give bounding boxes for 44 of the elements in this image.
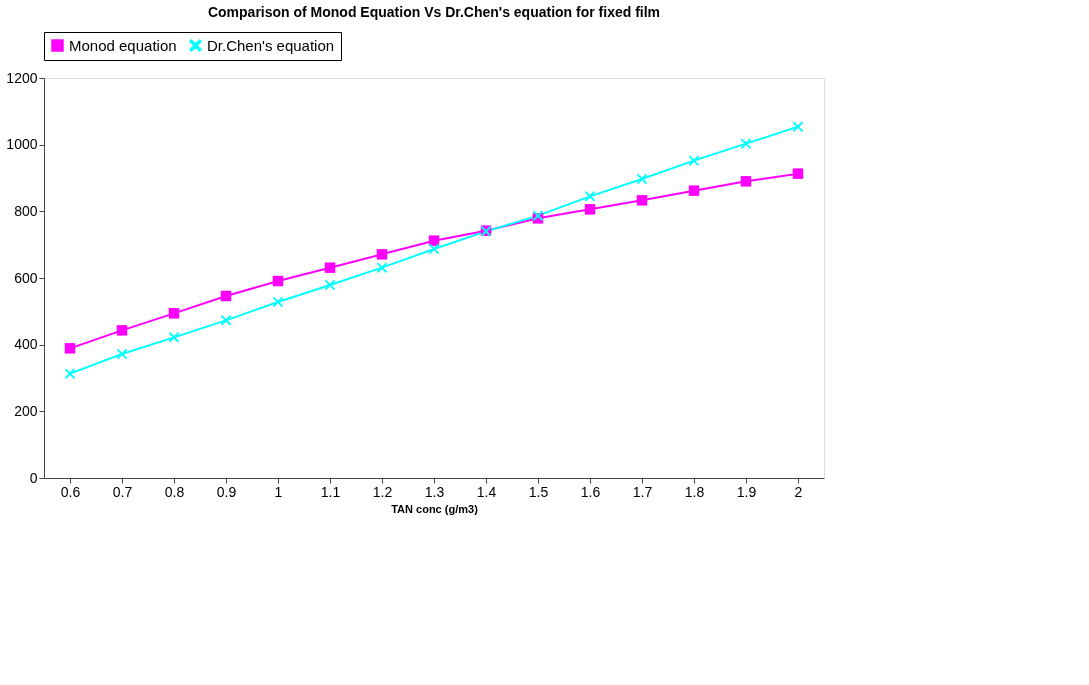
point (116, 325, 128, 336)
point (324, 262, 336, 273)
x-tick-label: 1.4 (476, 483, 497, 500)
x-tick-label: 1.6 (580, 483, 601, 500)
point (688, 185, 700, 196)
x-tick-label: 1 (274, 483, 283, 500)
chart-title: Comparison of Monod Equation Vs Dr.Chen's equation for fixed film (207, 3, 661, 20)
point (792, 168, 804, 179)
x-tick-label: 1.9 (736, 483, 757, 500)
y-tick-label: 400 (14, 336, 38, 353)
point (428, 235, 440, 246)
x-tick-label: 1.2 (372, 483, 393, 500)
y-tick-label: 1200 (6, 69, 38, 86)
legend-label: Dr.Chen's equation (207, 36, 335, 54)
point (428, 243, 440, 255)
point (64, 343, 76, 354)
point (116, 348, 128, 360)
x-tick-label: 0.9 (216, 483, 237, 500)
point (220, 290, 232, 302)
y-tick-label: 800 (14, 202, 38, 219)
point (584, 204, 596, 215)
point (168, 308, 180, 319)
x-tick-label: 1.1 (320, 483, 341, 500)
x-tick-label: 0.8 (164, 483, 185, 500)
point (636, 173, 648, 185)
point (324, 279, 336, 291)
x-axis-title: TAN conc (g/m3) (391, 502, 479, 515)
x-tick-label: 1.7 (632, 483, 653, 500)
point (376, 249, 388, 260)
x-tick-label: 1.3 (424, 483, 445, 500)
y-tick-label: 1000 (6, 136, 38, 153)
point (272, 296, 284, 308)
y-tick-label: 0 (29, 469, 38, 486)
x-tick-label: 1.8 (684, 483, 705, 500)
legend-label: Monod equation (69, 36, 177, 54)
point (272, 275, 284, 287)
y-tick-label: 200 (14, 402, 38, 419)
x-tick-label: 2 (794, 483, 803, 500)
x-tick-label: 1.5 (528, 483, 549, 500)
x-tick-label: 0.7 (112, 483, 133, 500)
point (636, 195, 648, 206)
x-tick-label: 0.6 (60, 483, 81, 500)
y-tick-label: 600 (14, 269, 38, 286)
point (740, 176, 752, 187)
